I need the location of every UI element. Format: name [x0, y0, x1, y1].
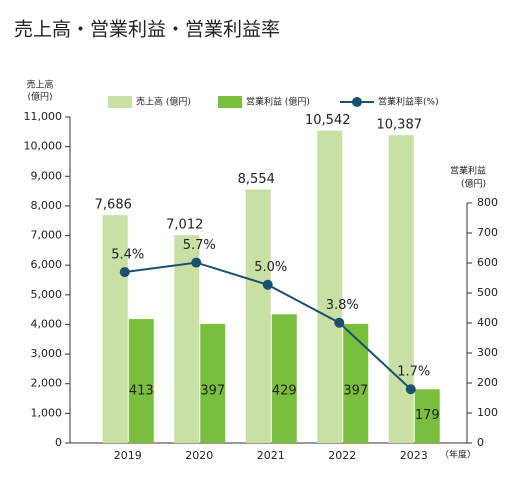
y2-axis-label: 営業利益: [450, 165, 486, 177]
profit-bar: [343, 323, 369, 443]
legend-swatch: [108, 96, 132, 108]
sales-bar: [317, 130, 343, 443]
sales-label: 10,387: [377, 118, 423, 133]
y-axis-label: 売上高: [26, 79, 53, 91]
y2-tick-label: 300: [477, 346, 498, 359]
y2-tick-label: 200: [477, 376, 498, 389]
x-tick-label: 2023: [400, 449, 428, 462]
margin-label: 3.8%: [326, 298, 359, 313]
profit-bar: [414, 389, 440, 443]
sales-bar: [102, 215, 128, 443]
legend-label: 売上高 (億円): [136, 96, 191, 108]
x-tick-label: 2021: [257, 449, 285, 462]
margin-point: [119, 267, 130, 278]
chart-title: 売上高・営業利益・営業利益率: [14, 19, 280, 41]
y2-tick-label: 600: [477, 256, 498, 269]
y2-tick-label: 400: [477, 316, 498, 329]
profit-label: 413: [129, 384, 154, 399]
x-tick-label: 2022: [328, 449, 356, 462]
y2-tick-label: 800: [477, 196, 498, 209]
sales-bar: [388, 135, 414, 443]
margin-label: 1.7%: [397, 365, 430, 380]
profit-label: 397: [200, 384, 225, 399]
profit-label: 179: [415, 408, 440, 423]
x-tick-label: 2020: [185, 449, 213, 462]
y2-tick-label: 100: [477, 406, 498, 419]
sales-label: 7,686: [95, 198, 132, 213]
x-axis-label: （年度）: [440, 449, 476, 461]
margin-point: [262, 279, 273, 290]
sales-bar: [174, 235, 200, 443]
legend-label: 営業利益 (億円): [246, 96, 310, 108]
y-tick-label: 8,000: [31, 199, 63, 212]
profit-bar: [200, 323, 226, 443]
profit-label: 429: [272, 384, 297, 399]
y-axis-label: (億円): [27, 91, 52, 103]
legend-marker: [352, 97, 362, 107]
y-tick-label: 10,000: [24, 140, 63, 153]
y-tick-label: 6,000: [31, 258, 63, 271]
profit-label: 397: [343, 384, 368, 399]
margin-point: [334, 317, 345, 328]
y-tick-label: 3,000: [31, 347, 63, 360]
profit-bar: [271, 314, 297, 443]
profit-bar: [128, 319, 154, 443]
margin-point: [191, 257, 202, 268]
y2-axis-label: (億円): [461, 178, 486, 190]
y-tick-label: 1,000: [31, 406, 63, 419]
legend-label: 営業利益率(%): [378, 96, 439, 108]
y2-tick-label: 700: [477, 226, 498, 239]
y-tick-label: 2,000: [31, 377, 63, 390]
y2-tick-label: 500: [477, 286, 498, 299]
y2-tick-label: 0: [477, 436, 484, 449]
legend-swatch: [218, 96, 242, 108]
sales-label: 7,012: [166, 218, 203, 233]
y-tick-label: 11,000: [24, 110, 63, 123]
margin-label: 5.4%: [111, 248, 144, 263]
sales-label: 8,554: [238, 172, 275, 187]
margin-label: 5.0%: [254, 260, 287, 275]
margin-label: 5.7%: [183, 238, 216, 253]
sales-label: 10,542: [305, 113, 351, 128]
x-tick-label: 2019: [114, 449, 142, 462]
y-tick-label: 4,000: [31, 317, 63, 330]
y-tick-label: 0: [55, 436, 62, 449]
sales-bar: [245, 189, 271, 443]
y-tick-label: 5,000: [31, 288, 63, 301]
y-tick-label: 9,000: [31, 169, 63, 182]
margin-point: [405, 384, 416, 395]
y-tick-label: 7,000: [31, 229, 63, 242]
